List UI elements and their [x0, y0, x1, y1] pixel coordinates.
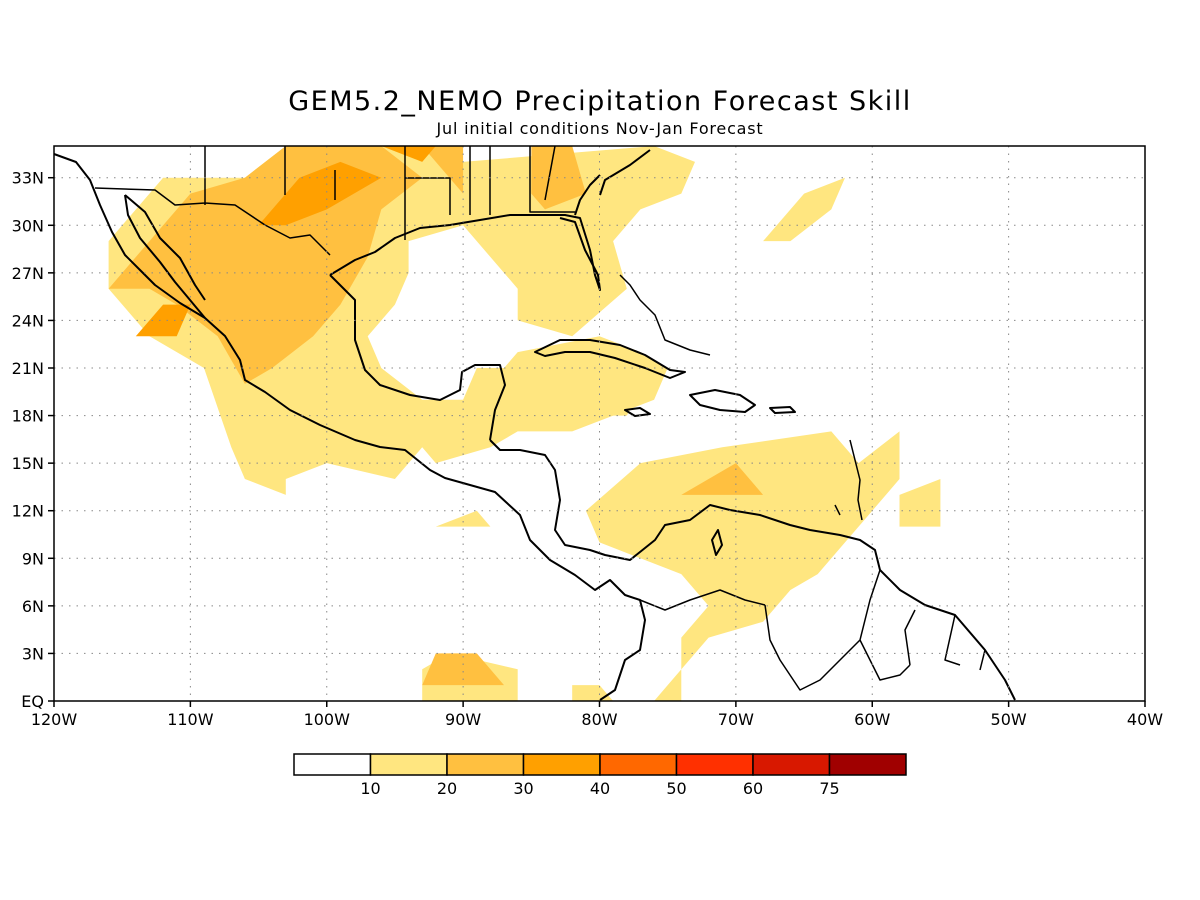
tick-label-lon: 100W	[304, 710, 351, 729]
coastline-jamaica	[624, 407, 651, 417]
coastline-florida	[574, 174, 601, 216]
lake-maracaibo	[711, 529, 723, 556]
tick-label-lat: 6N	[22, 597, 44, 616]
tick-label-lat: 18N	[12, 407, 44, 426]
colorbar-label: 40	[590, 779, 610, 798]
skill-region-level-3	[135, 304, 191, 337]
tick-label-lat: 24N	[12, 311, 44, 330]
colorbar-swatch	[522, 753, 601, 776]
skill-region-level-1	[763, 177, 845, 242]
tick-label-lon: 110W	[167, 710, 214, 729]
borders-north-america	[94, 146, 575, 256]
skill-region-level-2	[108, 146, 423, 384]
tick-label-lon: 90W	[445, 710, 481, 729]
colorbar-label: 75	[819, 779, 839, 798]
tick-label-lon: 60W	[854, 710, 890, 729]
tick-label-lon: 40W	[1127, 710, 1163, 729]
skill-region-level-1	[435, 510, 491, 527]
colorbar-label: 10	[360, 779, 380, 798]
colorbar-label: 50	[666, 779, 686, 798]
colorbar-swatch	[752, 753, 831, 776]
colorbar-swatch	[675, 753, 754, 776]
map-title: GEM5.2_NEMO Precipitation Forecast Skill	[288, 86, 912, 117]
colorbar-swatch	[446, 753, 525, 776]
tick-label-lat: 9N	[22, 549, 44, 568]
skill-shading-layer	[108, 146, 941, 701]
colorbar-swatch	[293, 753, 372, 776]
tick-label-lat: 21N	[12, 359, 44, 378]
tick-label-lat: 33N	[12, 169, 44, 188]
colorbar-swatch	[828, 753, 907, 776]
coastline-baja	[124, 194, 206, 319]
colorbar-swatch	[599, 753, 678, 776]
graticule	[54, 146, 1145, 701]
map-subtitle: Jul initial conditions Nov-Jan Forecast	[436, 119, 764, 138]
colorbar-label: 60	[743, 779, 763, 798]
skill-region-level-3	[258, 161, 382, 226]
tick-label-lon: 80W	[581, 710, 617, 729]
coastline-lesser-antilles	[834, 439, 863, 521]
colorbar-swatch	[369, 753, 448, 776]
coastline-puerto-rico	[769, 406, 796, 414]
coastline-bahamas	[619, 274, 711, 356]
tick-label-lon: 50W	[991, 710, 1027, 729]
tick-label-lat: 3N	[22, 644, 44, 663]
skill-region-level-1	[899, 479, 941, 527]
coastline-cuba	[534, 339, 686, 379]
tick-label-lon: 70W	[718, 710, 754, 729]
coastline-caribbean	[489, 439, 1016, 701]
colorbar-label: 30	[513, 779, 533, 798]
borders-south-america	[639, 569, 986, 691]
colorbar-label: 20	[437, 779, 457, 798]
skill-region-level-2	[422, 653, 504, 686]
coastline-hispaniola	[689, 389, 756, 413]
coastline-pacific	[54, 153, 646, 701]
skill-region-level-1	[585, 431, 900, 701]
tick-label-lat: 15N	[12, 454, 44, 473]
skill-region-level-2	[681, 463, 764, 495]
skill-region-level-2	[422, 146, 464, 194]
coastline-gulf	[329, 149, 651, 441]
coastline-layer	[54, 146, 1016, 701]
tick-label-lat: 27N	[12, 264, 44, 283]
axis-ticks: 120W 110W 100W 90W 80W 70W 60W 50W 40W EQ 3N 6N 9N 12…	[12, 169, 1164, 729]
tick-label-lon: 120W	[31, 710, 78, 729]
tick-label-lat: 12N	[12, 502, 44, 521]
colorbar: 10 20 30 40 50 60 75	[293, 753, 907, 798]
skill-region-level-2	[531, 146, 586, 210]
tick-label-lat: EQ	[21, 692, 44, 711]
tick-label-lat: 30N	[12, 216, 44, 235]
skill-region-level-1	[572, 368, 655, 416]
skill-region-level-3	[381, 146, 436, 162]
skill-region-level-1	[572, 685, 614, 701]
